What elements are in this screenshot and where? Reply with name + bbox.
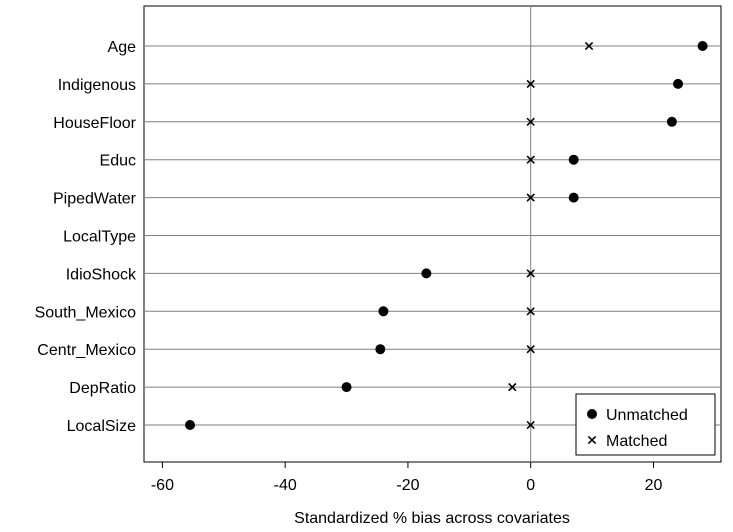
unmatched-point-south-mexico	[378, 306, 389, 317]
unmatched-point-idioshock	[421, 268, 432, 279]
y-tick-label: Centr_Mexico	[37, 342, 136, 359]
x-axis-label: Standardized % bias across covariates	[294, 510, 570, 527]
unmatched-point-centr-mexico	[375, 344, 386, 355]
matched-point-idioshock	[526, 269, 535, 278]
y-tick-labels: Age Indigenous HouseFloor Educ PipedWater Loc…	[35, 39, 137, 435]
matched-point-age	[584, 41, 594, 51]
unmatched-point-educ	[568, 154, 579, 165]
unmatched-point-age	[697, 41, 708, 51]
matched-point-centr-mexico	[526, 345, 535, 354]
grid-lines	[144, 6, 721, 462]
matched-point-pipedwater	[526, 193, 535, 202]
legend-marker-unmatched	[587, 409, 597, 419]
unmatched-point-depratio	[341, 382, 352, 393]
plot-frame	[143, 5, 722, 463]
matched-point-south-mexico	[526, 307, 535, 316]
y-tick-label: LocalType	[63, 229, 136, 246]
x-tick-label: -20	[396, 477, 419, 494]
unmatched-point-housefloor	[666, 116, 677, 127]
matched-point-indigenous	[526, 79, 535, 89]
unmatched-point-localsize	[185, 420, 196, 430]
data-marks	[185, 41, 708, 430]
legend-box	[575, 393, 716, 456]
y-tick-label: Indigenous	[58, 77, 136, 94]
y-tick-label: HouseFloor	[53, 115, 136, 132]
x-tick-label: -60	[151, 477, 174, 494]
x-tick-label: 0	[526, 477, 535, 494]
x-tick-label: 20	[645, 477, 663, 494]
x-tick-label: -40	[274, 477, 297, 494]
legend-label-matched: Matched	[606, 433, 667, 450]
unmatched-point-indigenous	[673, 78, 684, 89]
matched-point-educ	[526, 155, 535, 164]
matched-point-depratio	[508, 382, 517, 392]
legend-marker-matched	[587, 435, 597, 445]
legend: Unmatched Matched	[575, 393, 716, 456]
y-tick-label: Age	[108, 39, 137, 56]
y-tick-label: South_Mexico	[35, 304, 136, 321]
y-tick-label: Educ	[100, 153, 136, 170]
y-tick-label: LocalSize	[67, 418, 136, 435]
y-tick-label: PipedWater	[53, 191, 137, 208]
unmatched-point-pipedwater	[568, 192, 579, 203]
y-tick-label: IdioShock	[66, 266, 137, 283]
matched-point-localsize	[526, 420, 535, 430]
y-tick-label: DepRatio	[69, 380, 136, 397]
matched-point-housefloor	[526, 117, 535, 126]
x-axis: -60 -40 -20 0 20	[151, 462, 663, 494]
legend-label-unmatched: Unmatched	[606, 407, 688, 424]
